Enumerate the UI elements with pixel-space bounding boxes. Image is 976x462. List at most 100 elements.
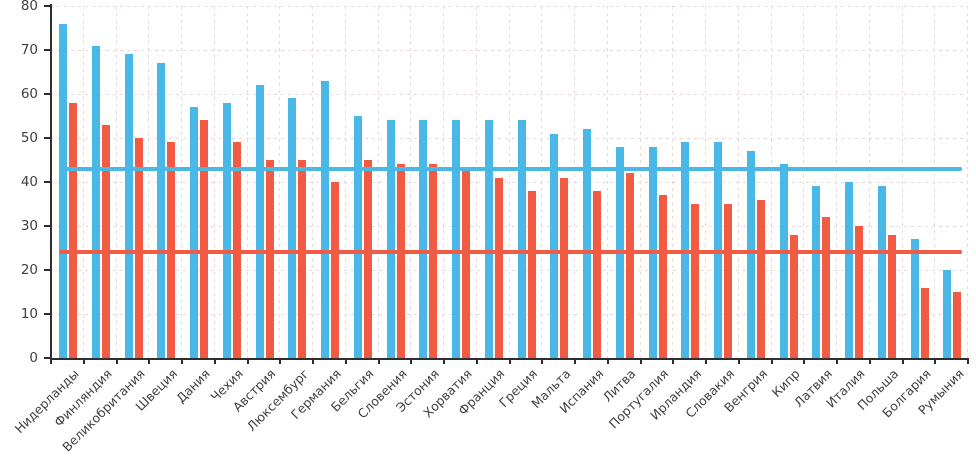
bar-blue-series bbox=[714, 142, 722, 358]
x-axis-tick bbox=[934, 358, 937, 364]
bar-red-series bbox=[265, 160, 274, 358]
y-tick-label: 20 bbox=[20, 262, 38, 278]
bar-red-series bbox=[691, 204, 700, 358]
gridline-vertical bbox=[82, 6, 84, 358]
x-axis-tick bbox=[148, 358, 151, 364]
bar-blue-series bbox=[222, 102, 231, 358]
bar-blue-series bbox=[59, 23, 67, 358]
bar-red-series bbox=[101, 124, 110, 358]
bar-blue-series bbox=[419, 120, 428, 358]
bar-blue-series bbox=[910, 239, 919, 358]
gridline-vertical bbox=[410, 6, 412, 358]
bar-blue-series bbox=[845, 182, 853, 358]
bar-red-series bbox=[298, 160, 307, 358]
bar-blue-series bbox=[877, 186, 886, 358]
bar-blue-series bbox=[812, 186, 821, 358]
y-axis-tick bbox=[44, 313, 50, 315]
bar-red-series bbox=[200, 120, 208, 358]
bar-red-series bbox=[167, 142, 176, 358]
y-axis-tick bbox=[44, 5, 50, 7]
y-tick-label: 30 bbox=[20, 218, 38, 234]
red-average-line bbox=[59, 250, 962, 255]
bar-blue-series bbox=[943, 270, 952, 358]
bar-red-series bbox=[134, 138, 143, 358]
bar-blue-series bbox=[452, 120, 460, 358]
gridline-vertical bbox=[344, 6, 346, 358]
x-axis-tick bbox=[541, 358, 544, 364]
x-axis-tick bbox=[606, 358, 609, 364]
gridline-vertical bbox=[705, 6, 706, 358]
x-axis-tick bbox=[967, 358, 969, 364]
gridline-vertical bbox=[770, 6, 772, 358]
x-axis-tick bbox=[836, 358, 838, 364]
x-axis-tick bbox=[508, 358, 511, 364]
bar-blue-series bbox=[190, 107, 198, 358]
gridline-vertical bbox=[672, 6, 674, 358]
gridline-vertical bbox=[737, 6, 739, 358]
gridline-vertical bbox=[901, 6, 903, 358]
gridline-vertical bbox=[836, 6, 837, 358]
x-axis-tick bbox=[50, 358, 52, 364]
bar-red-series bbox=[625, 173, 634, 358]
bar-red-series bbox=[724, 204, 732, 358]
bar-red-series bbox=[331, 182, 339, 358]
bar-red-series bbox=[560, 177, 569, 358]
x-axis-tick bbox=[770, 358, 773, 364]
y-axis-tick bbox=[44, 225, 50, 227]
gridline-vertical bbox=[312, 6, 313, 358]
x-axis-tick bbox=[475, 358, 478, 364]
gridline-vertical bbox=[181, 6, 182, 358]
bar-red-series bbox=[920, 287, 929, 358]
x-axis-tick bbox=[574, 358, 576, 364]
x-axis-tick bbox=[213, 358, 216, 364]
x-axis-tick bbox=[344, 358, 347, 364]
bar-blue-series bbox=[321, 80, 329, 358]
gridline-vertical bbox=[148, 6, 150, 358]
gridline-vertical bbox=[475, 6, 477, 358]
bar-blue-series bbox=[353, 116, 362, 358]
bar-red-series bbox=[232, 142, 241, 358]
bar-red-series bbox=[527, 190, 536, 358]
x-axis-tick bbox=[246, 358, 249, 364]
gridline-vertical bbox=[508, 6, 510, 358]
y-tick-label: 60 bbox=[20, 86, 38, 102]
gridline-vertical bbox=[967, 6, 968, 358]
bar-red-series bbox=[462, 168, 470, 358]
x-axis-tick bbox=[705, 358, 707, 364]
x-tick-label: Дания bbox=[173, 366, 213, 406]
y-tick-label: 80 bbox=[20, 0, 38, 14]
bar-blue-series bbox=[550, 133, 559, 358]
bar-blue-series bbox=[681, 142, 690, 358]
x-axis-tick bbox=[672, 358, 675, 364]
bar-red-series bbox=[658, 195, 667, 358]
x-axis-tick bbox=[868, 358, 871, 364]
bar-red-series bbox=[887, 234, 896, 358]
x-axis-tick bbox=[82, 358, 85, 364]
x-axis-tick bbox=[737, 358, 740, 364]
bar-blue-series bbox=[386, 120, 395, 358]
x-axis-tick bbox=[639, 358, 642, 364]
gridline-vertical bbox=[934, 6, 936, 358]
bar-red-series bbox=[429, 164, 438, 358]
y-axis-tick bbox=[44, 357, 50, 359]
y-axis-tick bbox=[44, 49, 50, 51]
bar-red-series bbox=[953, 292, 962, 358]
bar-blue-series bbox=[779, 164, 788, 358]
y-tick-label: 70 bbox=[20, 42, 38, 58]
gridline-vertical bbox=[377, 6, 379, 358]
bar-red-series bbox=[396, 164, 405, 358]
gridline-vertical bbox=[213, 6, 215, 358]
y-axis-tick bbox=[44, 269, 50, 271]
gridline-vertical bbox=[246, 6, 248, 358]
x-axis-tick bbox=[377, 358, 380, 364]
bar-red-series bbox=[855, 226, 863, 358]
x-axis-tick bbox=[279, 358, 282, 364]
gridline-vertical bbox=[639, 6, 641, 358]
x-axis-tick bbox=[181, 358, 183, 364]
bar-blue-series bbox=[91, 45, 100, 358]
gridline-vertical bbox=[541, 6, 543, 358]
y-tick-label: 50 bbox=[20, 130, 38, 146]
y-axis-tick bbox=[44, 93, 50, 95]
x-axis-tick bbox=[410, 358, 413, 364]
gridline-vertical bbox=[574, 6, 575, 358]
